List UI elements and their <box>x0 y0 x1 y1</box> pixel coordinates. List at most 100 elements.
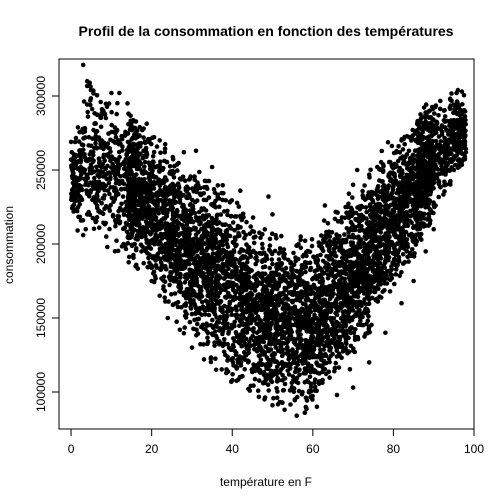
data-point <box>322 343 327 349</box>
data-point <box>158 267 164 273</box>
data-point <box>307 374 313 380</box>
data-point <box>128 168 133 173</box>
data-point <box>266 388 272 393</box>
data-point <box>179 305 184 310</box>
data-point <box>363 256 369 262</box>
data-point <box>121 212 127 217</box>
data-point <box>366 314 371 319</box>
data-point <box>131 126 136 131</box>
data-point <box>265 346 271 352</box>
data-point <box>273 324 279 329</box>
data-point <box>203 327 208 332</box>
data-point <box>272 248 278 254</box>
data-point <box>150 192 156 197</box>
data-point <box>362 252 368 258</box>
data-point <box>304 288 310 294</box>
data-point <box>142 159 148 165</box>
data-point <box>140 244 145 250</box>
data-point <box>80 142 86 148</box>
data-point <box>260 273 265 279</box>
data-point <box>95 188 101 193</box>
data-point <box>187 319 193 325</box>
data-point <box>296 388 302 394</box>
data-point <box>82 176 87 182</box>
data-point <box>72 139 78 145</box>
data-point <box>438 126 444 132</box>
data-point <box>88 162 94 168</box>
data-point <box>197 169 202 175</box>
data-point <box>288 260 294 265</box>
data-point <box>372 232 378 238</box>
data-point <box>105 141 111 146</box>
data-point <box>203 227 208 233</box>
data-point <box>189 311 195 317</box>
data-point <box>371 205 376 210</box>
data-point <box>134 172 139 177</box>
data-point <box>190 186 196 192</box>
data-point <box>350 195 355 200</box>
data-point <box>280 373 285 378</box>
data-point <box>245 259 250 265</box>
data-point <box>281 341 287 346</box>
data-point <box>267 275 273 281</box>
data-point <box>310 354 316 359</box>
data-point <box>397 150 403 155</box>
data-point <box>122 160 127 166</box>
data-point <box>208 323 214 328</box>
data-point <box>183 230 189 235</box>
data-point <box>318 378 324 384</box>
data-point <box>405 244 411 250</box>
data-point <box>118 187 124 192</box>
data-point <box>255 388 261 394</box>
data-point <box>258 370 263 375</box>
data-point <box>224 258 230 264</box>
data-point <box>91 91 96 96</box>
data-point <box>367 175 372 180</box>
data-point <box>183 185 189 191</box>
data-point <box>285 326 291 331</box>
data-point <box>206 195 212 200</box>
data-point <box>175 168 180 173</box>
data-point <box>220 183 225 188</box>
data-point <box>251 235 257 240</box>
data-point <box>417 211 423 216</box>
data-point <box>408 208 413 214</box>
data-point <box>228 226 234 231</box>
data-point <box>171 247 176 253</box>
data-point <box>346 215 352 221</box>
data-point <box>442 114 448 119</box>
data-point <box>358 219 363 224</box>
data-point <box>114 111 119 117</box>
data-point <box>147 230 152 235</box>
data-point <box>157 257 163 262</box>
data-point <box>302 238 308 244</box>
data-point <box>93 141 98 146</box>
data-point <box>190 293 195 298</box>
data-point <box>271 395 276 401</box>
data-point <box>272 351 278 357</box>
data-point <box>155 206 160 211</box>
data-point <box>81 136 86 141</box>
data-point <box>336 328 342 333</box>
data-point <box>400 160 406 166</box>
data-point <box>296 274 301 280</box>
data-point <box>362 334 367 339</box>
data-point <box>242 367 247 372</box>
data-point <box>393 267 399 272</box>
data-point <box>401 246 407 251</box>
data-point <box>237 323 242 329</box>
data-point <box>397 165 403 171</box>
data-point <box>283 265 289 271</box>
data-point <box>321 347 327 352</box>
data-point <box>282 270 288 275</box>
points-layer <box>68 62 469 419</box>
data-point <box>169 263 174 269</box>
data-point <box>286 290 292 296</box>
data-point <box>201 206 207 212</box>
data-point <box>111 156 117 162</box>
data-point <box>283 277 288 283</box>
data-point <box>88 98 93 103</box>
data-point <box>267 236 273 242</box>
data-point <box>364 290 370 296</box>
data-point <box>343 257 349 263</box>
